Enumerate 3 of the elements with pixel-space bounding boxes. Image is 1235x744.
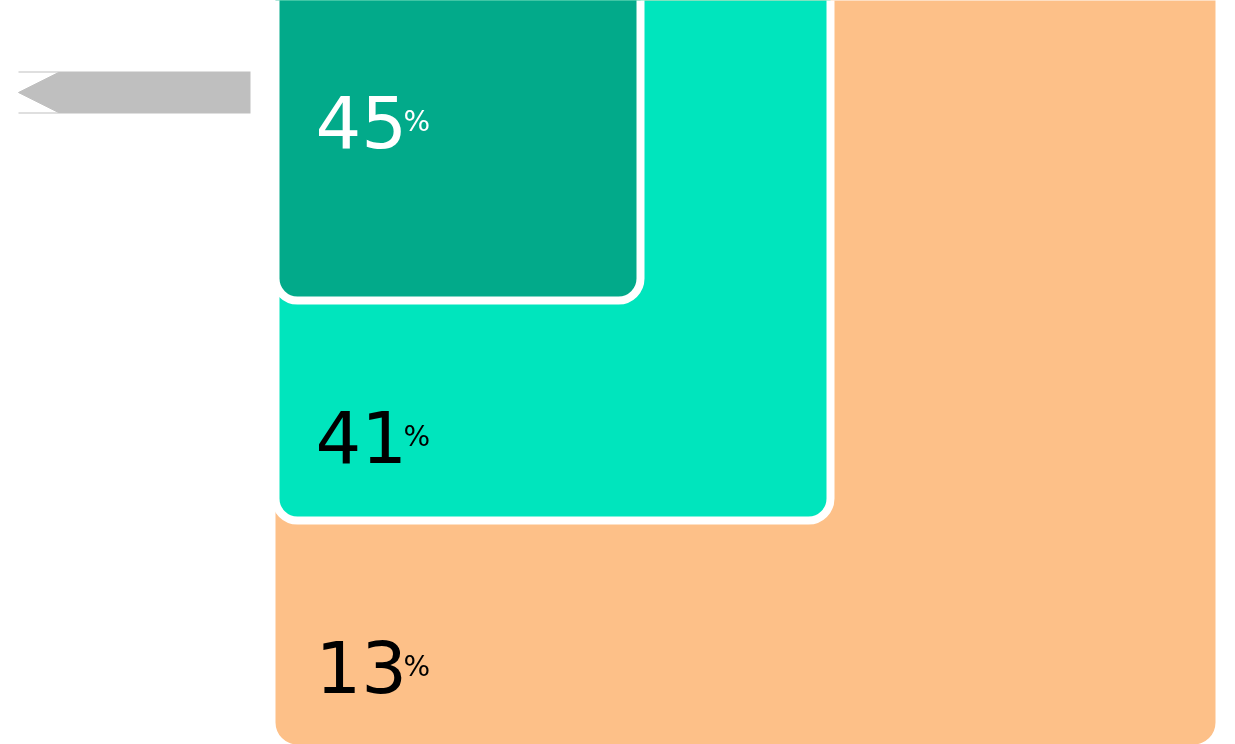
data-label: 45% — [315, 81, 431, 165]
data-label: 41% — [315, 396, 431, 480]
data-label: 13% — [315, 626, 431, 710]
